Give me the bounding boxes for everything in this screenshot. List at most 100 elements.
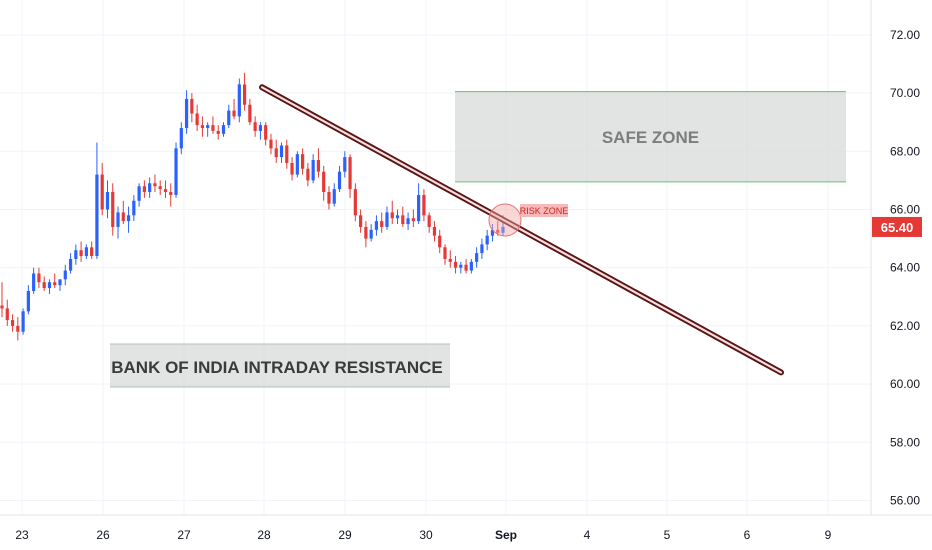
candle-body — [137, 186, 141, 201]
candle-body — [364, 226, 368, 239]
candle-body — [448, 258, 452, 262]
candle-body — [380, 221, 384, 227]
candle-body — [95, 174, 99, 257]
x-tick-label: 28 — [257, 528, 271, 542]
candle-body — [221, 125, 226, 134]
candle-body — [190, 98, 194, 114]
title-box: BANK OF INDIA INTRADAY RESISTANCE — [110, 343, 450, 388]
candle-body — [79, 250, 83, 257]
candle-body — [184, 98, 189, 129]
trendline-inner — [260, 86, 783, 374]
candle-body — [369, 229, 373, 239]
candle-body — [301, 154, 305, 169]
candle-body — [322, 171, 326, 193]
candle-body — [337, 171, 342, 190]
candle-body — [422, 194, 426, 216]
safe-zone: SAFE ZONE — [455, 91, 846, 183]
risk-zone-circle — [488, 203, 522, 237]
candle-body — [42, 282, 46, 289]
candle-body — [132, 200, 136, 216]
candle-body — [295, 154, 299, 175]
x-tick-label: 4 — [584, 528, 591, 542]
candle-body — [417, 194, 421, 222]
candle-body — [195, 113, 199, 126]
candle-body — [485, 235, 489, 245]
grid — [0, 0, 871, 515]
y-tick-label: 64.00 — [890, 261, 920, 275]
y-tick-label: 70.00 — [890, 86, 920, 100]
y-tick-label: 72.00 — [890, 28, 920, 42]
candle-body — [232, 110, 236, 117]
candle-body — [153, 183, 157, 187]
candle-body — [21, 311, 25, 332]
candle-body — [58, 279, 62, 286]
y-axis-ticks: 72.00 70.00 68.00 66.00 64.00 62.00 60.00 58.00… — [890, 28, 920, 508]
risk-zone-label-bg — [520, 204, 568, 217]
y-tick-label: 58.00 — [890, 435, 920, 449]
candle-body — [179, 128, 183, 149]
candle-body — [496, 229, 500, 233]
candle-body — [216, 130, 220, 134]
safe-zone-box — [455, 91, 846, 182]
candle-body — [327, 192, 331, 204]
risk-zone-label: RISK ZONE — [520, 206, 569, 216]
candle-body — [443, 247, 447, 259]
candle-body — [438, 235, 442, 248]
candle-body — [68, 258, 73, 271]
candle-body — [105, 192, 110, 210]
safe-zone-label: SAFE ZONE — [602, 128, 699, 147]
candle-body — [206, 125, 210, 129]
x-tick-label: 26 — [96, 528, 110, 542]
candle-body — [269, 139, 273, 149]
candle-body — [163, 189, 168, 193]
candle-body — [475, 253, 479, 262]
candle-body — [174, 148, 178, 195]
x-tick-label: 29 — [338, 528, 352, 542]
candle-body — [459, 264, 463, 268]
candle-body — [37, 273, 41, 283]
y-tick-label: 60.00 — [890, 377, 920, 391]
candle-body — [16, 325, 20, 332]
candle-body — [63, 270, 67, 280]
candle-body — [148, 183, 152, 193]
y-tick-label: 68.00 — [890, 144, 920, 158]
candle-body — [480, 244, 484, 254]
candle-body — [227, 110, 231, 126]
candle-body — [274, 148, 278, 158]
x-tick-label: Sep — [495, 528, 517, 542]
candle-body — [348, 157, 352, 190]
x-tick-label: 23 — [15, 528, 29, 542]
candle-body — [264, 125, 268, 140]
candle-body — [427, 215, 431, 227]
x-axis-ticks: 23 26 27 28 29 30 Sep 4 5 6 9 — [15, 528, 831, 542]
candle-body — [316, 160, 321, 172]
candle-body — [47, 282, 52, 289]
candle-body — [311, 160, 315, 181]
candle-body — [469, 261, 473, 271]
trendline — [259, 84, 784, 376]
candle-body — [158, 186, 162, 190]
candle-body — [453, 261, 458, 268]
candle-body — [395, 215, 400, 219]
candle-body — [359, 215, 363, 227]
candle-body — [121, 212, 125, 222]
candle-body — [374, 221, 379, 230]
candle-body — [406, 218, 410, 225]
candle-body — [253, 122, 257, 131]
candle-body — [343, 157, 347, 172]
x-tick-label: 30 — [419, 528, 433, 542]
candle-body — [211, 125, 215, 131]
candle-body — [10, 320, 15, 326]
y-tick-label: 62.00 — [890, 319, 920, 333]
candle-body — [258, 125, 263, 131]
y-tick-label: 56.00 — [890, 493, 920, 507]
x-tick-label: 27 — [177, 528, 191, 542]
x-tick-label: 6 — [744, 528, 751, 542]
candle-body — [385, 212, 389, 227]
candle-body — [501, 226, 505, 233]
candle-body — [32, 273, 36, 291]
last-price-value: 65.40 — [881, 220, 914, 235]
candle-body — [353, 189, 357, 216]
candle-body — [285, 145, 289, 163]
